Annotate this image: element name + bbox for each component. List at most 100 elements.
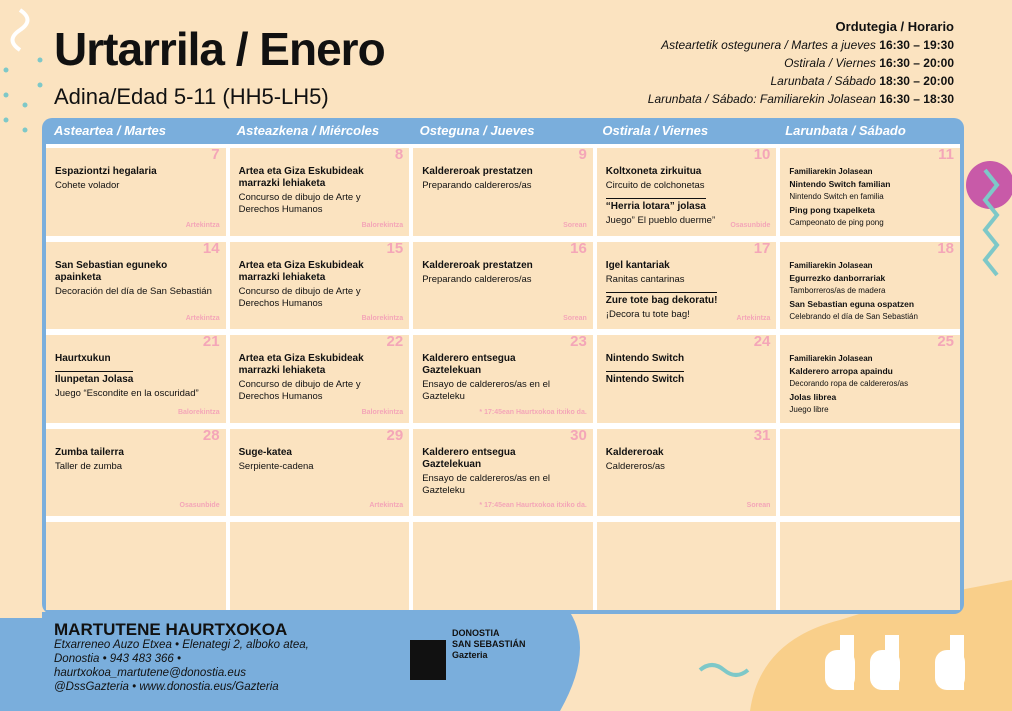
day-number: 16: [570, 239, 587, 257]
activity: Nintendo Switch familian Nintendo Switch …: [789, 178, 952, 202]
activity: Kalderero entsegua Gaztelekuan Ensayo de …: [422, 353, 585, 403]
zigzag: [982, 168, 1000, 277]
schedule-row: Larunbata / Sábado 18:30 – 20:00: [648, 72, 955, 90]
logo-shield: [410, 640, 446, 680]
day-cell: 23 Kalderero entsegua Gaztelekuan Ensayo d…: [413, 333, 593, 423]
day-cell: [46, 522, 226, 610]
squiggle: [10, 8, 30, 52]
day-number: 10: [753, 146, 771, 163]
day-cell: 21 Haurtxukun Ilunpetan Jolasa Juego “Escon…: [46, 334, 226, 423]
schedule-label: Asteartetik ostegunera / Martes a jueves: [661, 38, 876, 52]
activity-title: Egurrezko danborrariak: [789, 272, 886, 283]
activity-subtitle: Ensayo de caldereros/as en el Gazteleku: [422, 379, 550, 403]
activity-subtitle: Serpiente-cadena: [238, 460, 314, 472]
schedule-row: Larunbata / Sábado: Familiarekin Jolasea…: [648, 90, 954, 108]
activity-title: Kaldereroak prestatzen: [422, 166, 533, 177]
dots: [3, 57, 43, 133]
activity: Haurtxukun: [55, 353, 218, 365]
day-cell: [229, 522, 410, 610]
cell-heading: Familiarekin Jolasean: [789, 260, 873, 270]
calendar: Asteartea / Martes Asteazkena / Miércoles…: [42, 118, 964, 614]
activity-subtitle: Preparando caldereros/as: [422, 180, 532, 191]
activity-subtitle: Caldereros/as: [605, 460, 665, 472]
logo-text: SAN SEBASTIÁN: [452, 639, 526, 649]
day-cell: [780, 428, 960, 517]
activity-title: Haurtxukun: [55, 353, 111, 365]
activity-subtitle: ¡Decora tu tote bag!: [605, 308, 690, 320]
activity-tag: Balorekintza: [361, 221, 404, 229]
day-cell: 25 Familiarekin Jolasean Kalderero arropa …: [780, 333, 960, 423]
activity-title: Nintendo Switch: [605, 371, 685, 386]
ddd-logo: [825, 635, 965, 690]
activity-subtitle: Nintendo Switch en familia: [789, 192, 884, 201]
activity-title: Kalderero entsegua Gaztelekuan: [422, 353, 516, 377]
activity-tag: Artekintza: [185, 221, 220, 229]
activity-subtitle: Cohete volador: [55, 180, 120, 191]
schedule-time: 16:30 – 18:30: [879, 92, 954, 106]
logo-text: DONOSTIA: [452, 628, 500, 638]
footer-line: Donostia • 943 483 366 •: [54, 653, 181, 665]
activity-subtitle: Concurso de dibujo de Arte y Derechos Hu…: [238, 192, 361, 215]
activity: Kaldereroak Caldereros/as: [606, 447, 769, 473]
activity-tag: Osasunbide: [179, 502, 220, 510]
day-header: Asteazkena / Miércoles: [236, 123, 380, 138]
activity-subtitle: Celebrando el día de San Sebastián: [789, 311, 918, 321]
day-cell: [596, 522, 777, 610]
day-header: Ostirala / Viernes: [602, 123, 709, 138]
activity-title: Zure tote bag dekoratu!: [605, 291, 718, 307]
activity: Zumba tailerra Taller de zumba: [55, 447, 218, 473]
day-header: Larunbata / Sábado: [785, 123, 906, 138]
day-number: 14: [202, 239, 220, 257]
footer-line: haurtxokoa_martutene@donostia.eus: [54, 667, 246, 679]
activity-subtitle: Concurso de dibujo de Arte y Derechos Hu…: [238, 285, 361, 309]
day-header: Osteguna / Jueves: [419, 123, 535, 138]
day-headers: Asteartea / Martes Asteazkena / Miércoles…: [46, 118, 960, 144]
day-cell: 11 Familiarekin Jolasean Nintendo Switch f…: [780, 147, 960, 236]
footer-address: Etxarreneo Auzo Etxea • Elenategi 2, alb…: [54, 638, 309, 694]
schedule-time: 16:30 – 20:00: [879, 56, 954, 70]
day-number: 23: [570, 333, 587, 351]
logo: DONOSTIA SAN SEBASTIÁN Gazteria: [410, 628, 526, 661]
activity: Nintendo Switch: [606, 353, 769, 365]
day-number: 9: [578, 146, 587, 163]
activity-title: Igel kantariak: [605, 259, 670, 271]
activity: Suge-katea Serpiente-cadena: [239, 447, 402, 473]
activity-title: Nintendo Switch: [605, 353, 685, 365]
day-cell: 16 Kaldereroak prestatzen Preparando calde…: [413, 239, 593, 330]
activity: Kalderero entsegua Gaztelekuan Ensayo de …: [422, 447, 585, 497]
day-number: 15: [386, 239, 404, 257]
activity-title: Ilunpetan Jolasa: [55, 371, 134, 386]
calendar-body: 7 Espaziontzi hegalaria Cohete volador Arte…: [46, 144, 960, 610]
activity-subtitle: Tamborreros/as de madera: [789, 285, 886, 295]
activity: Espaziontzi hegalaria Cohete volador: [55, 166, 218, 192]
activity-subtitle: Juego libre: [789, 405, 829, 415]
day-header: Asteartea / Martes: [54, 123, 166, 138]
activity-note: * 17:45ean Haurtxokoa itxiko da.: [479, 502, 587, 510]
schedule-title: Ordutegia / Horario: [835, 19, 954, 34]
activity-title: Artea eta Giza Eskubideak marrazki lehia…: [238, 353, 364, 377]
wave: [698, 663, 750, 677]
day-number: 25: [937, 333, 954, 351]
activity: Nintendo Switch: [605, 365, 769, 386]
activity: Ping pong txapelketa Campeonato de ping p…: [789, 202, 952, 228]
activity-subtitle: Ranitas cantarinas: [605, 273, 685, 285]
activity: “Herria lotara” jolasa Juego” El pueblo d…: [605, 192, 769, 227]
day-cell: 15 Artea eta Giza Eskubideak marrazki leh…: [229, 239, 410, 330]
activity: Kaldereroak prestatzen Preparando caldere…: [422, 260, 585, 286]
activity-subtitle: Campeonato de ping pong: [789, 218, 884, 227]
activity-title: Espaziontzi hegalaria: [55, 166, 157, 177]
cell-heading: Familiarekin Jolasean: [789, 167, 873, 176]
activity: Kalderero arropa apaindu Decorando ropa d…: [789, 365, 952, 389]
day-cell: 30 Kalderero entsegua Gaztelekuan Ensayo d…: [413, 428, 593, 517]
activity-title: Jolas librea: [789, 392, 837, 403]
activity-tag: Sorean: [563, 315, 587, 323]
day-cell: 24 Nintendo Switch Nintendo Switch: [596, 334, 777, 423]
schedule-label: Larunbata / Sábado: Familiarekin Jolasea…: [647, 92, 876, 106]
circle-deco: [966, 161, 1012, 209]
activity: Kaldereroak prestatzen Preparando caldere…: [422, 166, 585, 192]
day-number: 28: [202, 426, 220, 444]
activity: San Sebastian eguneko apainketa Decoració…: [55, 260, 218, 298]
activity-tag: Balorekintza: [177, 408, 220, 416]
schedule-label: Larunbata / Sábado: [770, 74, 876, 88]
